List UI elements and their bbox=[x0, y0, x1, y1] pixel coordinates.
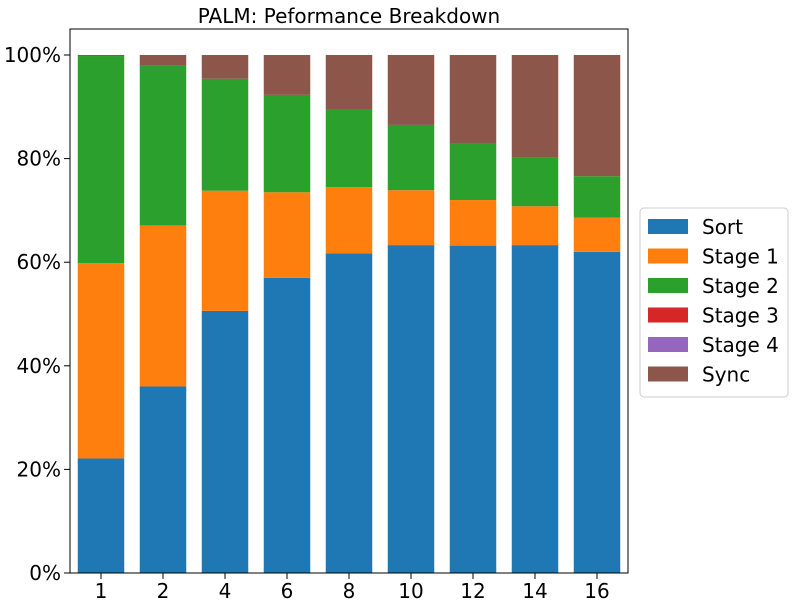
bar-stage-2-16 bbox=[573, 176, 621, 218]
bar-stage-2-14 bbox=[511, 157, 559, 207]
x-tick-label: 8 bbox=[343, 579, 356, 603]
y-tick-label: 60% bbox=[17, 250, 61, 274]
bar-stage-1-12 bbox=[449, 200, 497, 246]
bar-stage-2-8 bbox=[325, 109, 373, 188]
y-tick-label: 80% bbox=[17, 147, 61, 171]
bar-sort-8 bbox=[325, 253, 373, 574]
legend-label-stage-4: Stage 4 bbox=[702, 333, 779, 357]
bar-stage-2-6 bbox=[263, 94, 311, 193]
bar-sync-1 bbox=[77, 55, 125, 57]
bar-stage-1-8 bbox=[325, 187, 373, 254]
bar-stage-1-6 bbox=[263, 192, 311, 278]
bar-stage-1-16 bbox=[573, 217, 621, 252]
bar-sync-16 bbox=[573, 55, 621, 177]
x-tick-label: 14 bbox=[522, 579, 547, 603]
legend-label-stage-1: Stage 1 bbox=[702, 245, 779, 269]
y-tick-label: 0% bbox=[29, 561, 61, 585]
y-tick-label: 100% bbox=[4, 43, 61, 67]
legend-swatch-sort bbox=[648, 219, 688, 234]
bar-sync-2 bbox=[139, 55, 187, 66]
x-tick-label: 1 bbox=[95, 579, 108, 603]
bar-stage-2-1 bbox=[77, 56, 125, 264]
x-tick-label: 12 bbox=[460, 579, 485, 603]
legend-label-stage-2: Stage 2 bbox=[702, 274, 779, 298]
bar-sync-6 bbox=[263, 55, 311, 95]
bar-sort-6 bbox=[263, 277, 311, 573]
bar-stage-2-4 bbox=[201, 78, 249, 191]
x-tick-label: 4 bbox=[219, 579, 232, 603]
bar-sort-1 bbox=[77, 458, 125, 573]
bar-stage-1-2 bbox=[139, 225, 187, 387]
bar-sort-4 bbox=[201, 310, 249, 573]
bar-stage-2-10 bbox=[387, 124, 435, 191]
bar-sync-4 bbox=[201, 55, 249, 79]
bar-sort-14 bbox=[511, 245, 559, 573]
legend-swatch-stage-2 bbox=[648, 278, 688, 293]
bar-sort-16 bbox=[573, 251, 621, 573]
axes-group: 0%20%40%60%80%100%1 2 4 6 8 10 12 14 16 bbox=[4, 28, 629, 603]
bar-sort-2 bbox=[139, 386, 187, 573]
legend-swatch-stage-4 bbox=[648, 337, 688, 352]
legend: Sort Stage 1 Stage 2 Stage 3 Stage 4 Sync bbox=[639, 207, 789, 398]
x-tick-label: 10 bbox=[398, 579, 423, 603]
bar-stage-2-12 bbox=[449, 143, 497, 201]
bar-sort-10 bbox=[387, 245, 435, 573]
x-tick-label: 16 bbox=[584, 579, 609, 603]
bars-group bbox=[77, 55, 621, 574]
chart-title: PALM: Peformance Breakdown bbox=[198, 4, 500, 28]
bar-sync-14 bbox=[511, 55, 559, 158]
bar-stage-1-14 bbox=[511, 206, 559, 246]
bar-stage-2-2 bbox=[139, 65, 187, 226]
y-tick-label: 20% bbox=[17, 457, 61, 481]
x-tick-label: 6 bbox=[281, 579, 294, 603]
bar-sync-8 bbox=[325, 55, 373, 110]
legend-swatch-stage-1 bbox=[648, 248, 688, 264]
legend-label-stage-3: Stage 3 bbox=[702, 304, 779, 328]
bar-stage-1-1 bbox=[77, 263, 125, 459]
x-tick-label: 2 bbox=[157, 579, 170, 603]
bar-sort-12 bbox=[449, 245, 497, 573]
bar-sync-12 bbox=[449, 55, 497, 144]
legend-label-sort: Sort bbox=[702, 215, 743, 239]
bar-stage-1-10 bbox=[387, 190, 435, 246]
bar-sync-10 bbox=[387, 55, 435, 125]
bar-stage-1-4 bbox=[201, 190, 249, 311]
legend-label-sync: Sync bbox=[702, 363, 750, 387]
y-tick-label: 40% bbox=[17, 354, 61, 378]
legend-swatch-sync bbox=[648, 366, 688, 382]
legend-swatch-stage-3 bbox=[648, 307, 688, 323]
